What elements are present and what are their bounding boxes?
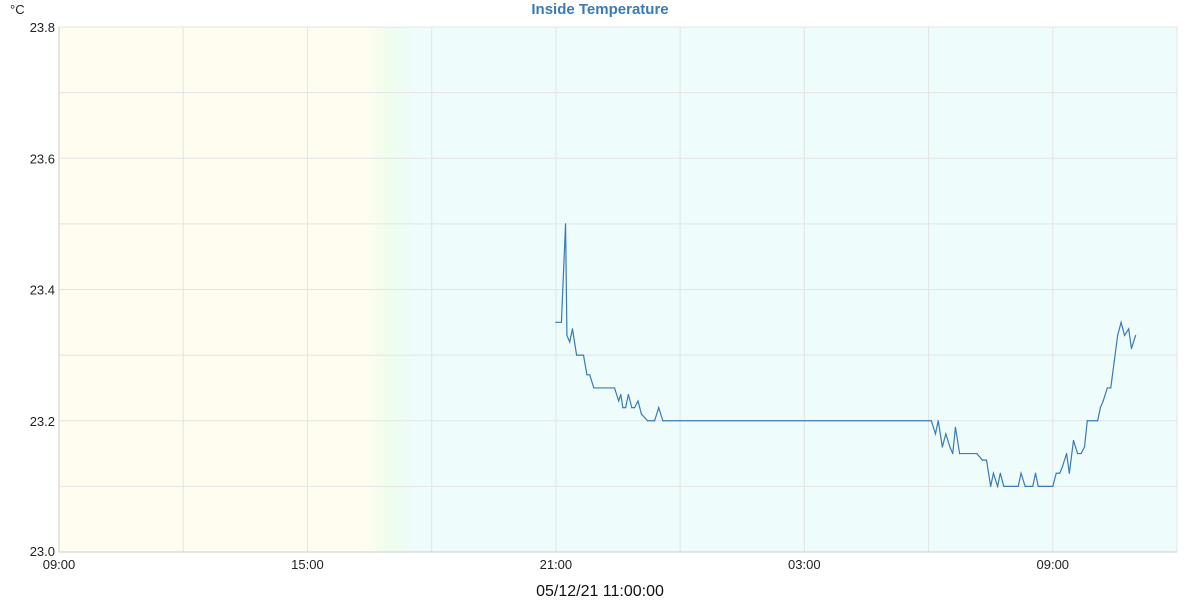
data-point <box>952 452 954 455</box>
data-point <box>934 433 937 435</box>
data-point <box>981 459 983 461</box>
data-point <box>1020 472 1022 474</box>
data-point <box>1123 334 1126 337</box>
data-point <box>945 433 947 435</box>
x-tick-label: 03:00 <box>788 557 821 572</box>
y-tick-label: 23.8 <box>30 20 55 35</box>
data-point <box>992 472 995 474</box>
data-point <box>1113 361 1115 363</box>
data-point <box>1106 387 1108 389</box>
x-tick-label: 15:00 <box>291 557 324 572</box>
data-point <box>1083 446 1086 448</box>
x-tick-label: 09:00 <box>43 557 76 572</box>
x-tick-label: 21:00 <box>540 557 573 572</box>
data-point <box>1086 420 1088 422</box>
series-line <box>555 223 1137 489</box>
data-point <box>582 354 585 356</box>
chart-title: Inside Temperature <box>531 1 669 18</box>
data-point <box>1072 439 1075 442</box>
data-point <box>1110 387 1112 389</box>
data-point <box>653 420 656 422</box>
x-tick-label: 09:00 <box>1037 557 1070 572</box>
data-point <box>593 387 595 389</box>
data-point <box>976 452 978 455</box>
data-point <box>1059 472 1061 474</box>
data-point <box>1099 407 1101 409</box>
data-point <box>937 420 939 422</box>
data-point <box>1061 466 1064 468</box>
data-point <box>1037 485 1039 487</box>
data-point <box>662 420 664 422</box>
y-axis-unit: °C <box>10 2 25 17</box>
data-point <box>1120 321 1122 323</box>
data-point <box>640 413 643 415</box>
data-point <box>1134 334 1137 337</box>
data-point <box>586 374 588 376</box>
data-point <box>996 485 999 487</box>
data-point <box>1024 485 1026 487</box>
data-point <box>633 407 636 409</box>
y-tick-label: 23.0 <box>30 544 55 559</box>
data-point <box>1080 452 1082 455</box>
data-point <box>624 407 627 409</box>
data-point <box>959 452 961 455</box>
data-point <box>1055 472 1057 474</box>
data-point <box>930 420 932 422</box>
data-point <box>571 328 574 330</box>
data-point <box>627 393 629 396</box>
data-point <box>560 321 563 323</box>
data-point <box>566 334 568 337</box>
data-point <box>1102 400 1104 402</box>
data-point <box>1034 472 1037 474</box>
data-point <box>1077 452 1079 455</box>
y-tick-label: 23.2 <box>30 414 55 429</box>
data-point <box>1032 485 1034 487</box>
data-point <box>985 459 988 461</box>
data-point <box>1097 420 1099 422</box>
data-point <box>954 426 957 428</box>
data-point <box>990 485 992 487</box>
y-tick-label: 23.4 <box>30 283 55 298</box>
data-point <box>647 420 649 422</box>
data-point <box>1065 452 1068 455</box>
data-point <box>1117 334 1119 337</box>
data-point <box>1130 347 1133 350</box>
data-point <box>1003 485 1005 487</box>
data-point <box>618 400 620 402</box>
data-point <box>631 407 633 409</box>
data-point <box>999 472 1001 474</box>
data-point <box>1052 485 1054 487</box>
data-point <box>658 407 660 409</box>
data-point <box>555 321 557 323</box>
data-point <box>569 341 571 343</box>
data-point <box>575 354 578 356</box>
data-point <box>1017 485 1019 487</box>
data-point <box>1068 472 1070 474</box>
data-point <box>589 374 591 376</box>
data-point <box>949 446 951 448</box>
data-point <box>941 446 943 448</box>
x-axis-label: 05/12/21 11:00:00 <box>536 583 664 600</box>
data-point <box>622 407 624 409</box>
y-tick-label: 23.6 <box>30 151 55 166</box>
data-point <box>580 354 582 356</box>
data-point <box>620 393 622 396</box>
data-point <box>1128 328 1130 330</box>
data-point <box>564 223 567 225</box>
data-point <box>613 387 616 389</box>
data-point <box>637 400 639 402</box>
